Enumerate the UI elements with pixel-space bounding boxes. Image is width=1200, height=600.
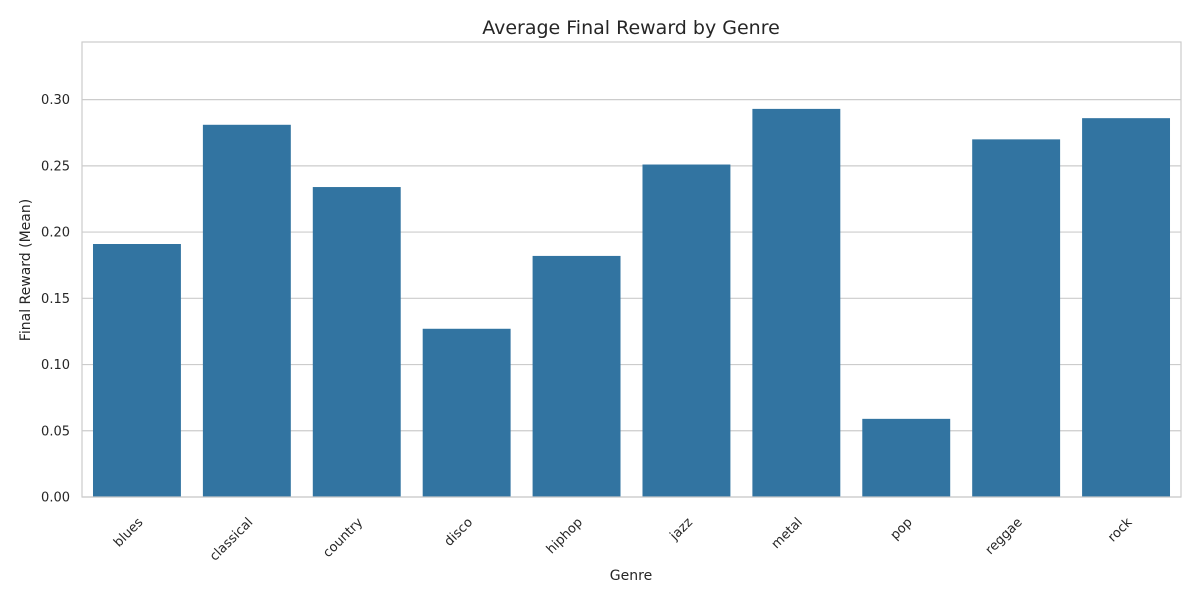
x-tick-label-reggae: reggae xyxy=(983,515,1026,558)
x-tick-label-blues: blues xyxy=(111,515,146,550)
x-axis-label: Genre xyxy=(610,568,652,584)
x-tick-label-classical: classical xyxy=(207,515,256,564)
y-tick-label: 0.30 xyxy=(41,93,70,108)
y-axis-label: Final Reward (Mean) xyxy=(18,199,34,341)
y-tick-label: 0.10 xyxy=(41,358,70,373)
x-tick-label-metal: metal xyxy=(769,515,806,552)
x-tick-label-hiphop: hiphop xyxy=(544,515,586,557)
bar-rock xyxy=(1082,118,1171,497)
y-tick-label: 0.00 xyxy=(41,491,70,506)
bar-disco xyxy=(422,328,511,497)
bars xyxy=(92,108,1171,498)
x-tick-label-pop: pop xyxy=(888,515,916,543)
bar-metal xyxy=(752,108,841,498)
bar-jazz xyxy=(642,164,731,498)
chart-title: Average Final Reward by Genre xyxy=(482,17,780,39)
x-tick-label-jazz: jazz xyxy=(667,515,696,544)
y-tick-label: 0.05 xyxy=(41,424,70,439)
y-tick-label: 0.15 xyxy=(41,292,70,307)
y-tick-labels: 0.00 0.05 0.10 0.15 0.20 0.25 0.30 xyxy=(41,93,70,505)
y-tick-label: 0.25 xyxy=(41,159,70,174)
bar-reggae xyxy=(972,139,1061,497)
plot-frame xyxy=(81,41,1182,498)
bar-classical xyxy=(202,124,291,498)
x-tick-label-disco: disco xyxy=(442,515,476,549)
y-tick-label: 0.20 xyxy=(41,226,70,241)
bar-hiphop xyxy=(532,255,621,497)
bar-pop xyxy=(862,418,951,497)
bar-country xyxy=(312,187,401,497)
x-tick-label-country: country xyxy=(320,515,366,561)
x-tick-labels: blues classical country disco hiphop jazz meta… xyxy=(111,515,1136,565)
x-tick-label-rock: rock xyxy=(1105,515,1136,546)
bar-blues xyxy=(92,244,181,497)
